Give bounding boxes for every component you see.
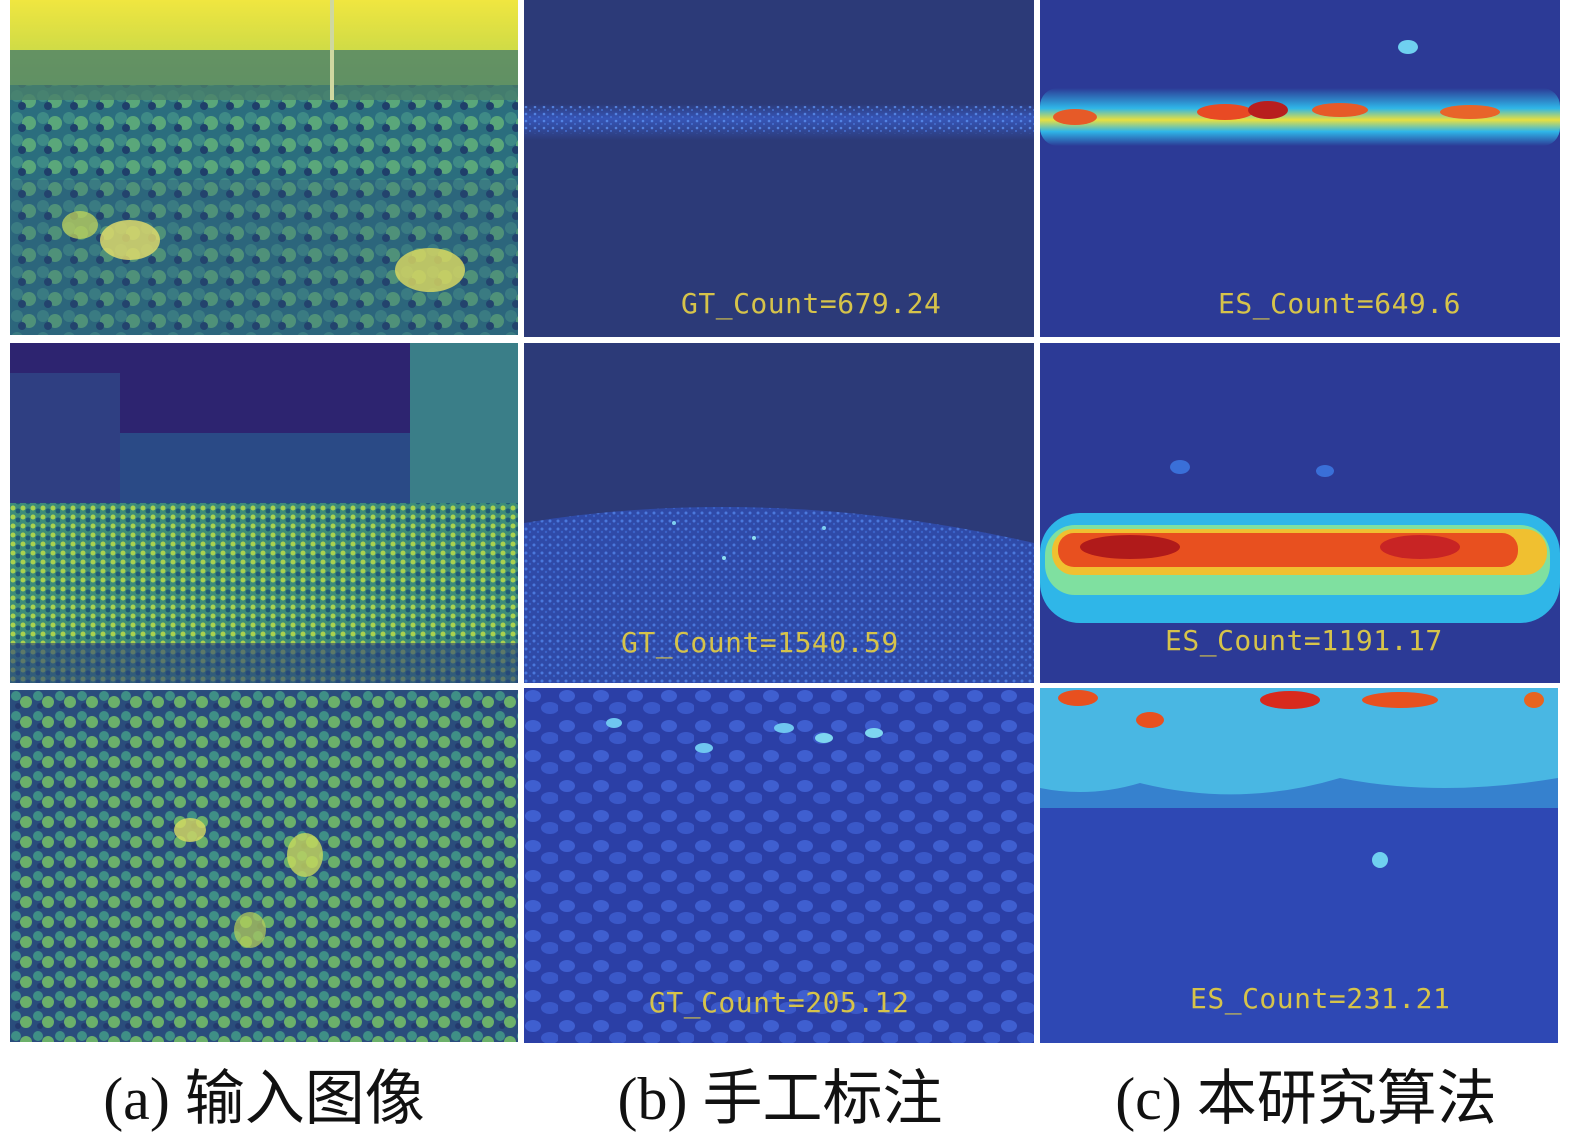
input-image-3 — [10, 690, 518, 1042]
es-density-map-1: ES_Count=649.6 — [1040, 0, 1560, 337]
es-density-map-3: ES_Count=231.21 — [1040, 688, 1558, 1043]
caption-input-image: (a) 输入图像 — [103, 1066, 425, 1132]
gt-density-map-2: GT_Count=1540.59 — [524, 343, 1034, 683]
es-count-label: ES_Count=649.6 — [1218, 287, 1462, 320]
gt-count-label: GT_Count=205.12 — [649, 986, 910, 1019]
input-image-2 — [10, 343, 518, 683]
gt-density-map-1: GT_Count=679.24 — [524, 0, 1034, 337]
gt-count-label: GT_Count=1540.59 — [621, 626, 899, 659]
es-count-label: ES_Count=1191.17 — [1165, 624, 1443, 657]
gt-count-label: GT_Count=679.24 — [681, 287, 942, 320]
es-count-label: ES_Count=231.21 — [1190, 982, 1451, 1015]
caption-manual-annotation: (b) 手工标注 — [617, 1066, 943, 1132]
es-density-map-2: ES_Count=1191.17 — [1040, 343, 1560, 683]
gt-density-map-3: GT_Count=205.12 — [524, 688, 1034, 1043]
caption-proposed-algorithm: (c) 本研究算法 — [1115, 1066, 1497, 1132]
input-image-1 — [10, 0, 518, 335]
